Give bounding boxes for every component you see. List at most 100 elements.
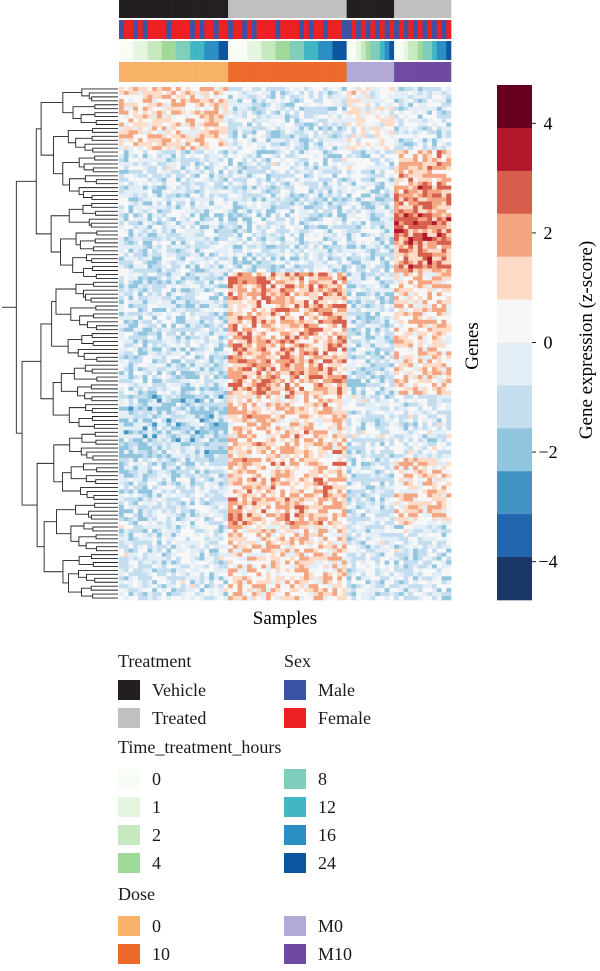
heatmap-cell — [375, 252, 381, 257]
track-treatment-cell — [313, 0, 319, 18]
heatmap-cell — [190, 264, 196, 269]
heatmap-cell — [417, 118, 423, 123]
heatmap-cell — [119, 185, 125, 190]
heatmap-cell — [218, 339, 224, 344]
heatmap-cell — [266, 264, 272, 269]
heatmap-cell — [370, 240, 376, 246]
heatmap-cell — [403, 118, 409, 123]
track-treatment-cell — [180, 0, 186, 18]
heatmap-cell — [209, 201, 215, 206]
heatmap-cell — [341, 288, 347, 293]
heatmap-cell — [275, 138, 281, 143]
heatmap-cell — [446, 323, 452, 329]
heatmap-cell — [204, 118, 210, 123]
heatmap-cell — [270, 335, 276, 340]
track-sex-cell — [152, 20, 158, 39]
heatmap-cell — [379, 161, 385, 167]
heatmap-cell — [147, 154, 153, 159]
heatmap-cell — [218, 114, 224, 119]
heatmap-cell — [417, 138, 423, 143]
heatmap-cell — [365, 221, 371, 226]
heatmap-cell — [360, 94, 366, 100]
heatmap-cell — [232, 205, 238, 210]
heatmap-cell — [285, 240, 291, 246]
heatmap-cell — [408, 134, 414, 139]
heatmap-cell — [247, 225, 253, 230]
heatmap-cell — [436, 252, 442, 257]
heatmap-cell — [285, 319, 291, 325]
track-time-cell — [266, 41, 272, 60]
heatmap-cell — [137, 260, 144, 265]
heatmap-cell — [128, 106, 134, 111]
heatmap-cell — [185, 181, 191, 186]
heatmap-cell — [190, 150, 196, 155]
heatmap-cell — [351, 205, 357, 210]
heatmap-cell — [204, 142, 210, 147]
heatmap-cell — [223, 201, 229, 206]
heatmap-cell — [417, 146, 423, 151]
heatmap-cell — [408, 201, 414, 206]
heatmap-cell — [389, 185, 395, 190]
heatmap-cell — [436, 217, 442, 222]
heatmap-cell — [213, 311, 219, 317]
heatmap-cell — [123, 284, 129, 289]
heatmap-cell — [446, 296, 452, 301]
heatmap-cell — [228, 106, 234, 111]
heatmap-cell — [237, 161, 243, 167]
heatmap-cell — [228, 304, 234, 309]
heatmap-cell — [223, 327, 229, 332]
heatmap-cell — [128, 185, 134, 190]
heatmap-cell — [432, 284, 438, 289]
heatmap-cell — [332, 284, 338, 289]
heatmap-cell — [303, 158, 310, 163]
heatmap-cell — [346, 181, 352, 186]
heatmap-cell — [375, 292, 381, 297]
heatmap-cell — [403, 276, 409, 281]
heatmap-cell — [289, 138, 295, 143]
heatmap-cell — [375, 205, 381, 210]
heatmap-cell — [123, 331, 129, 336]
heatmap-cell — [128, 209, 134, 214]
heatmap-cell — [123, 87, 129, 92]
heatmap-cell — [413, 169, 419, 175]
heatmap-cell — [171, 177, 177, 183]
heatmap-cell — [308, 161, 314, 167]
heatmap-cell — [375, 173, 381, 179]
heatmap-cell — [199, 240, 205, 246]
heatmap-cell — [223, 268, 229, 273]
heatmap-cell — [398, 335, 404, 340]
heatmap-cell — [441, 94, 447, 100]
track-sex-cell — [303, 20, 310, 39]
heatmap-cell — [137, 284, 144, 289]
heatmap-cell — [318, 158, 324, 163]
heatmap-cell — [261, 343, 267, 348]
heatmap-cell — [261, 98, 267, 104]
heatmap-cell — [123, 118, 129, 123]
heatmap-cell — [356, 252, 362, 257]
heatmap-cell — [308, 110, 314, 115]
heatmap-cell — [398, 193, 404, 198]
heatmap-cell — [175, 189, 181, 194]
heatmap-cell — [266, 122, 272, 127]
heatmap-cell — [417, 307, 423, 313]
heatmap-cell — [413, 213, 419, 218]
heatmap-cell — [436, 201, 442, 206]
heatmap-cell — [190, 94, 196, 100]
heatmap-cell — [166, 300, 172, 305]
track-time-cell — [384, 41, 390, 60]
heatmap-cell — [398, 304, 404, 309]
heatmap-cell — [232, 327, 238, 332]
heatmap-cell — [209, 252, 215, 257]
heatmap-cell — [175, 161, 181, 167]
heatmap-cell — [194, 280, 200, 285]
heatmap-cell — [303, 284, 310, 289]
heatmap-cell — [237, 102, 243, 108]
heatmap-cell — [242, 221, 248, 226]
heatmap-cell — [436, 268, 442, 273]
heatmap-cell — [303, 154, 310, 159]
heatmap-cell — [275, 260, 281, 265]
heatmap-cell — [213, 296, 219, 301]
heatmap-cell — [341, 205, 347, 210]
heatmap-cell — [161, 87, 167, 92]
heatmap-cell — [166, 165, 172, 171]
